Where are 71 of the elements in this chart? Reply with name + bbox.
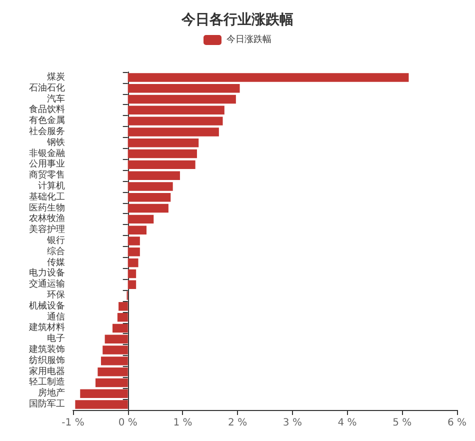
bar <box>98 367 128 376</box>
bar <box>128 236 140 246</box>
x-tick-label: 4 % <box>338 418 357 428</box>
y-tick-label: 农林牧渔 <box>29 213 65 224</box>
y-tick-label: 计算机 <box>38 180 65 192</box>
y-tick-label: 交通运输 <box>29 278 65 290</box>
bar <box>128 106 224 115</box>
bar <box>128 128 219 136</box>
legend-label: 今日涨跌幅 <box>226 34 272 45</box>
bar <box>128 226 147 234</box>
bar <box>128 269 136 278</box>
y-tick-label: 环保 <box>47 290 65 301</box>
bar <box>128 149 197 158</box>
y-tick-label: 电力设备 <box>29 268 65 279</box>
bar <box>117 312 128 322</box>
x-tick-label: 6 % <box>447 418 467 428</box>
bar <box>80 389 128 398</box>
y-tick-label: 轻工制造 <box>29 376 65 388</box>
y-tick-label: 通信 <box>47 311 65 322</box>
y-tick-label: 煤炭 <box>47 71 65 82</box>
y-tick-label: 电子 <box>47 333 65 344</box>
x-tick-label: 5 % <box>392 418 412 428</box>
y-tick-label: 非银金融 <box>29 148 65 159</box>
y-tick-label: 银行 <box>46 235 65 246</box>
bar <box>95 378 128 388</box>
y-tick-label: 汽车 <box>47 93 65 104</box>
y-tick-label: 房地产 <box>38 388 65 399</box>
y-tick-label: 商贸零售 <box>29 170 65 181</box>
bar <box>102 346 128 354</box>
bar <box>128 73 409 82</box>
y-tick-label: 社会服务 <box>29 126 65 137</box>
bar <box>128 214 154 224</box>
bar <box>128 258 138 268</box>
bar <box>112 324 128 333</box>
bar <box>128 248 140 256</box>
y-tick-label: 机械设备 <box>29 300 65 312</box>
y-tick-label: 美容护理 <box>29 224 65 236</box>
y-tick-label: 传媒 <box>47 256 65 268</box>
x-tick-label: 0 % <box>118 418 138 428</box>
x-tick-label: -1 % <box>62 418 84 428</box>
bar <box>128 193 171 202</box>
y-tick-label: 建筑材料 <box>28 322 65 334</box>
y-tick-label: 基础化工 <box>29 191 65 202</box>
bar <box>128 160 196 170</box>
y-tick-label: 医药生物 <box>29 202 65 214</box>
bar <box>128 84 240 93</box>
y-tick-label: 纺织服饰 <box>29 354 65 366</box>
y-tick-label: 有色金属 <box>29 115 65 126</box>
y-tick-label: 公用事业 <box>29 158 65 170</box>
chart-title: 今日各行业涨跌幅 <box>180 12 294 28</box>
bar <box>104 334 128 344</box>
y-tick-label: 综合 <box>47 246 65 257</box>
bar <box>128 94 236 104</box>
y-tick-label: 石油石化 <box>29 82 65 94</box>
x-tick-label: 1 % <box>173 418 192 428</box>
bar <box>128 116 223 126</box>
bar <box>100 356 128 366</box>
bar <box>118 302 128 311</box>
bar <box>128 204 168 213</box>
bar <box>128 280 136 289</box>
y-tick-label: 建筑装饰 <box>28 344 65 356</box>
x-tick-label: 2 % <box>228 418 248 428</box>
bar <box>128 171 180 180</box>
x-tick-label: 3 % <box>282 418 302 428</box>
y-tick-label: 钢铁 <box>46 136 65 148</box>
y-tick-label: 家用电器 <box>29 366 65 377</box>
y-tick-label: 食品饮料 <box>29 104 65 116</box>
bar <box>75 400 128 409</box>
bar <box>128 182 173 191</box>
y-tick-label: 国防军工 <box>29 398 65 410</box>
bar <box>128 138 199 148</box>
